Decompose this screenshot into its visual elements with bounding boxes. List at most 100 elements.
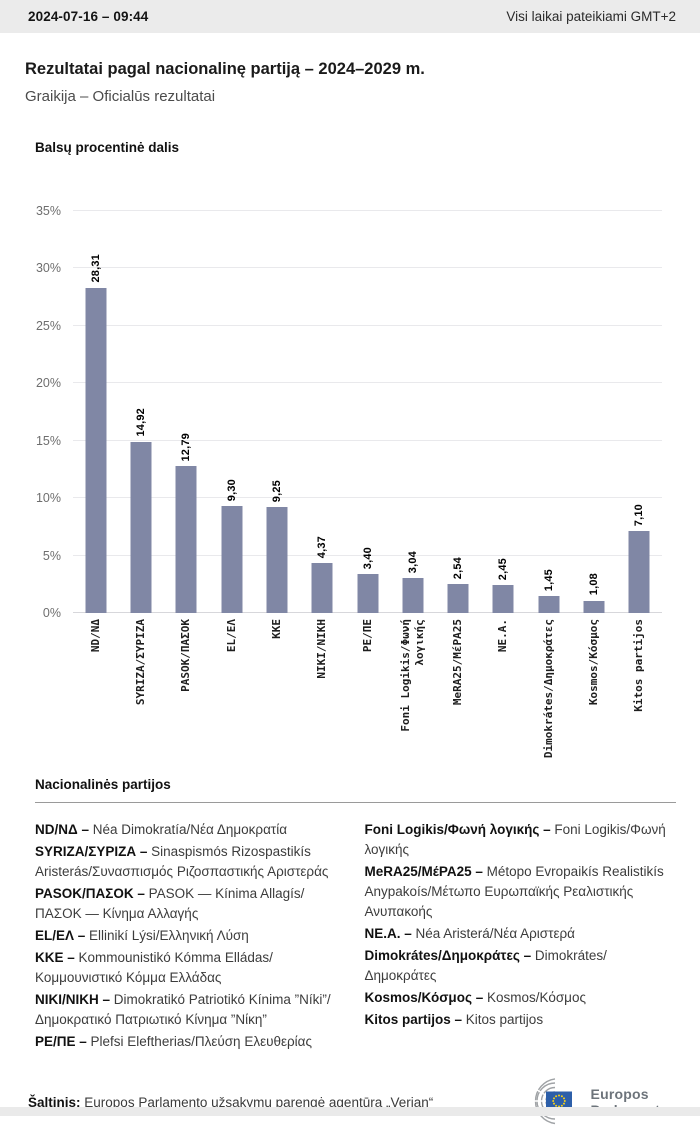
bar-value-label: 3,04 bbox=[406, 550, 419, 574]
legend-item: KKE – Kommounistikó Kómma Elládas/Κομμου… bbox=[35, 948, 347, 988]
x-axis-label-cell: NE.A. bbox=[481, 613, 526, 765]
legend-item: Kosmos/Κόσμος – Kosmos/Κόσμος bbox=[365, 988, 677, 1008]
plot-area: 0% 5% 10% 15% 20% 25% 30% 35% 28,31 14,92 12,79 9,3… bbox=[36, 204, 662, 620]
x-axis-label-cell: NIKI/ΝΙΚΗ bbox=[300, 613, 345, 765]
page-title: Rezultatai pagal nacionalinę partiją – 2… bbox=[25, 60, 425, 78]
bar-column: 9,30 bbox=[209, 211, 254, 613]
x-axis-label: PE/ΠΕ bbox=[360, 619, 374, 653]
hemicycle-flag-icon bbox=[530, 1078, 572, 1125]
y-axis-label: 0% bbox=[42, 606, 61, 620]
main-content: Rezultatai pagal nacionalinę partiją – 2… bbox=[0, 59, 700, 1126]
x-axis-label-cell: MeRA25/ΜέΡΑ25 bbox=[436, 613, 481, 765]
y-axis-label: 20% bbox=[35, 376, 61, 391]
eu-stars bbox=[551, 1094, 566, 1108]
x-axis-label-cell: EL/ΕΛ bbox=[209, 613, 254, 765]
legend-term: EL/ΕΛ – bbox=[35, 928, 90, 943]
x-axis-label-cell: SYRIZA/ΣΥΡΙΖΑ bbox=[118, 613, 163, 765]
legend-term: KKE – bbox=[35, 950, 79, 965]
x-axis-label-cell: PE/ΠΕ bbox=[345, 613, 390, 765]
x-axis-label-cell: PASOK/ΠΑΣΟΚ bbox=[164, 613, 209, 765]
bar-value-label: 28,31 bbox=[89, 254, 102, 283]
bar-column: 7,10 bbox=[617, 211, 662, 613]
legend-term: Kosmos/Κόσμος – bbox=[364, 990, 487, 1005]
legend-column-1: ND/ΝΔ – Néa Dimokratía/Νέα Δημοκρατία SYR… bbox=[35, 820, 347, 1054]
legend-desc: Sinaspismós Rizospastikís Aristerás/Συνα… bbox=[35, 844, 329, 879]
legend-item: EL/ΕΛ – Ellinikí Lýsi/Ελληνική Λύση bbox=[35, 926, 347, 946]
bar-column: 1,45 bbox=[526, 211, 571, 613]
x-axis-label: Foni Logikis/Φωνή λογικής bbox=[398, 619, 426, 732]
bar-column: 2,45 bbox=[481, 211, 526, 613]
bar bbox=[492, 584, 514, 613]
legend-term: PASOK/ΠΑΣΟΚ – bbox=[35, 886, 149, 901]
legend-item: PASOK/ΠΑΣΟΚ – PASOK — Kínima Allagís/ΠΑΣ… bbox=[35, 884, 347, 924]
timezone-note: Visi laikai pateikiami GMT+2 bbox=[506, 9, 676, 24]
legend-term: NE.A. – bbox=[364, 926, 416, 941]
bar-value-label: 1,08 bbox=[588, 573, 601, 596]
x-axis-label: EL/ΕΛ bbox=[224, 619, 238, 653]
legend-desc: Ellinikí Lýsi/Ελληνική Λύση bbox=[89, 928, 249, 943]
source-text: Europos Parlamento užsakymu parengė agen… bbox=[84, 1094, 434, 1110]
bar-column: 12,79 bbox=[164, 211, 209, 613]
bar-column: 3,04 bbox=[390, 211, 435, 613]
legend-item: Foni Logikis/Φωνή λογικής – Foni Logikis… bbox=[365, 820, 677, 860]
legend-term: Foni Logikis/Φωνή λογικής – bbox=[364, 822, 555, 837]
x-axis-label-cell: Kosmos/Κόσμος bbox=[571, 613, 616, 765]
x-axis-label-cell: Dimokrátes/Δημοκράτες bbox=[526, 613, 571, 765]
legend-desc: Métopo Evropaikís Realistikís Anypakoís/… bbox=[364, 864, 664, 919]
legend-item: ND/ΝΔ – Néa Dimokratía/Νέα Δημοκρατία bbox=[35, 820, 347, 840]
bars-row: 28,31 14,92 12,79 9,30 9,25 4,37 3,40 3,04 2,54 2… bbox=[73, 211, 662, 613]
gridline bbox=[73, 324, 662, 326]
bottom-strip bbox=[0, 1107, 700, 1116]
x-axis-label: ND/ΝΔ bbox=[88, 619, 102, 653]
gridline bbox=[73, 497, 662, 499]
bar bbox=[628, 531, 650, 613]
legend-term: MeRA25/ΜέΡΑ25 – bbox=[364, 864, 487, 879]
bar-value-label: 2,54 bbox=[452, 556, 465, 579]
legend-desc: Dimokrátes/Δημοκράτες bbox=[364, 948, 607, 983]
legend-divider bbox=[35, 802, 676, 803]
x-axis-label: Kitos partijos bbox=[632, 619, 646, 712]
bar-column: 4,37 bbox=[300, 211, 345, 613]
legend-desc: Kommounistikó Kómma Elládas/Κομμουνιστικ… bbox=[35, 950, 273, 985]
gridline bbox=[73, 554, 662, 556]
legend-desc: Dimokratikó Patriotikó Kínima ”Níki”/Δημ… bbox=[35, 992, 331, 1027]
x-axis-label: NIKI/ΝΙΚΗ bbox=[315, 619, 329, 679]
chart-title: Balsų procentinė dalis bbox=[35, 140, 180, 155]
legend-item: MeRA25/ΜέΡΑ25 – Métopo Evropaikís Realis… bbox=[365, 862, 677, 922]
bar bbox=[402, 578, 424, 613]
bar bbox=[447, 583, 469, 613]
bar-value-label: 2,45 bbox=[497, 557, 510, 580]
legend-desc: PASOK — Kínima Allagís/ΠΑΣΟΚ — Κίνημα Αλ… bbox=[35, 886, 305, 921]
datetime-text: 2024-07-16 – 09:44 bbox=[28, 9, 149, 24]
legend-heading: Nacionalinės partijos bbox=[35, 777, 171, 792]
bar bbox=[130, 441, 152, 613]
legend-item: Kitos partijos – Kitos partijos bbox=[365, 1010, 677, 1030]
x-axis-labels: ND/ΝΔ SYRIZA/ΣΥΡΙΖΑ PASOK/ΠΑΣΟΚ EL/ΕΛ KKE NIK… bbox=[73, 613, 662, 765]
legend-desc: Kitos partijos bbox=[465, 1012, 544, 1027]
bar-column: 9,25 bbox=[254, 211, 299, 613]
legend-section: Nacionalinės partijos ND/ΝΔ – Néa Dimokr… bbox=[25, 776, 676, 1054]
x-axis-label-cell: Kitos partijos bbox=[617, 613, 662, 765]
x-axis-label-cell: Foni Logikis/Φωνή λογικής bbox=[390, 613, 435, 765]
bar-column: 28,31 bbox=[73, 211, 118, 613]
bar-chart: 0% 5% 10% 15% 20% 25% 30% 35% 28,31 14,92 12,79 9,3… bbox=[25, 204, 676, 765]
bar-value-label: 4,37 bbox=[316, 535, 329, 558]
legend-term: SYRIZA/ΣΥΡΙΖΑ – bbox=[35, 844, 152, 859]
bar-value-label: 9,25 bbox=[270, 479, 283, 502]
x-axis-label: Kosmos/Κόσμος bbox=[587, 619, 601, 706]
legend-item: NIKI/ΝΙΚΗ – Dimokratikó Patriotikó Kínim… bbox=[35, 990, 347, 1030]
ep-logo[interactable]: Europos Parlamentas bbox=[519, 1078, 676, 1126]
x-axis-label: MeRA25/ΜέΡΑ25 bbox=[451, 619, 465, 706]
bar-value-label: 3,40 bbox=[361, 546, 374, 569]
x-axis-label: NE.A. bbox=[496, 619, 510, 653]
x-axis-label: SYRIZA/ΣΥΡΙΖΑ bbox=[133, 619, 147, 706]
gridline bbox=[73, 382, 662, 384]
bar bbox=[85, 287, 107, 613]
bar-value-label: 1,45 bbox=[542, 569, 555, 592]
legend-item: NE.A. – Néa Aristerá/Νέα Αριστερά bbox=[365, 924, 677, 944]
legend-item: PE/ΠΕ – Plefsi Eleftherias/Πλεύση Ελευθε… bbox=[35, 1032, 347, 1052]
x-axis-label-cell: KKE bbox=[254, 613, 299, 765]
legend-desc: Néa Dimokratía/Νέα Δημοκρατία bbox=[92, 822, 288, 837]
legend-desc: Foni Logikis/Φωνή λογικής bbox=[364, 822, 666, 857]
gridline bbox=[73, 439, 662, 441]
